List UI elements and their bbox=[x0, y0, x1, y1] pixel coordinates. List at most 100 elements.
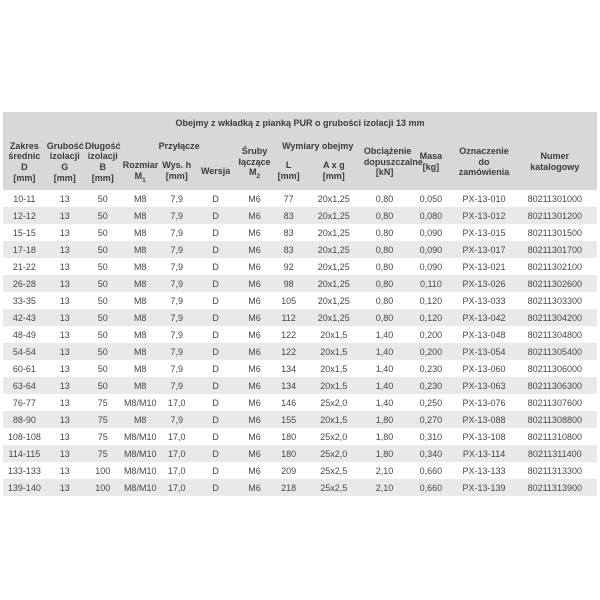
cell-sruby-m2: M6 bbox=[248, 227, 261, 238]
cell-grubosc-izolacji: 13 bbox=[59, 482, 70, 493]
cell-wys-h: 7,9 bbox=[170, 193, 183, 204]
cell-zakres-srednic: 21-22 bbox=[12, 261, 36, 272]
cell-masa: 0,090 bbox=[419, 261, 443, 272]
cell-dlugosc-izolacji: 50 bbox=[97, 329, 108, 340]
cell-oznaczenie: PX-13-042 bbox=[462, 312, 506, 323]
cell-dlugosc-izolacji: 50 bbox=[97, 227, 108, 238]
cell-grubosc-izolacji: 13 bbox=[59, 244, 70, 255]
cell-a-x-g: 20x1,5 bbox=[320, 329, 348, 340]
cell-oznaczenie: PX-13-017 bbox=[462, 244, 506, 255]
cell-wersja: D bbox=[212, 414, 219, 425]
cell-l-mm: 92 bbox=[283, 261, 294, 272]
cell-zakres-srednic: 88-90 bbox=[12, 414, 36, 425]
cell-l-mm: 134 bbox=[281, 363, 297, 374]
cell-oznaczenie: PX-13-015 bbox=[462, 227, 506, 238]
table-row: 48-49 13 50 M8 7,9 D M6 122 20x1,5 1,40 0,200 PX-13… bbox=[3, 326, 597, 343]
cell-wersja: D bbox=[212, 295, 219, 306]
table-row: 63-64 13 50 M8 7,9 D M6 134 20x1,5 1,40 0,230 PX-13… bbox=[3, 377, 597, 394]
cell-rozmiar-m1: M8 bbox=[133, 261, 147, 272]
cell-numer-katalogowy: 80211311400 bbox=[527, 448, 582, 459]
cell-masa: 0,270 bbox=[419, 414, 443, 425]
cell-oznaczenie: PX-13-108 bbox=[462, 431, 506, 442]
cell-rozmiar-m1: M8 bbox=[133, 210, 147, 221]
cell-zakres-srednic: 17-18 bbox=[12, 244, 36, 255]
cell-masa: 0,200 bbox=[419, 346, 443, 357]
col-header-obciazenie: Obciążenie dopuszczalne [kN] bbox=[362, 134, 423, 190]
table-row: 12-12 13 50 M8 7,9 D M6 83 20x1,25 0,80 0,080 PX-13… bbox=[3, 207, 597, 224]
cell-wys-h: 17,0 bbox=[167, 482, 186, 493]
cell-obciazenie: 0,80 bbox=[375, 193, 394, 204]
cell-dlugosc-izolacji: 50 bbox=[97, 278, 108, 289]
cell-dlugosc-izolacji: 50 bbox=[97, 346, 108, 357]
cell-wys-h: 7,9 bbox=[170, 414, 183, 425]
cell-zakres-srednic: 26-28 bbox=[12, 278, 36, 289]
cell-masa: 0,660 bbox=[419, 482, 443, 493]
cell-masa: 0,340 bbox=[419, 448, 443, 459]
cell-dlugosc-izolacji: 100 bbox=[95, 482, 111, 493]
cell-wersja: D bbox=[212, 244, 219, 255]
cell-dlugosc-izolacji: 75 bbox=[97, 431, 108, 442]
cell-oznaczenie: PX-13-054 bbox=[462, 346, 506, 357]
col-header-masa: Masa [kg] bbox=[406, 134, 456, 190]
col-header-rozmiar-m1: Rozmiar M1 bbox=[121, 155, 159, 190]
cell-grubosc-izolacji: 13 bbox=[59, 380, 70, 391]
table-row: 54-54 13 50 M8 7,9 D M6 122 20x1,5 1,40 0,200 PX-13… bbox=[3, 343, 597, 360]
cell-wersja: D bbox=[212, 397, 219, 408]
cell-a-x-g: 20x1,25 bbox=[317, 210, 350, 221]
cell-rozmiar-m1: M8 bbox=[133, 414, 147, 425]
cell-sruby-m2: M6 bbox=[248, 380, 261, 391]
cell-masa: 0,120 bbox=[419, 295, 443, 306]
cell-oznaczenie: PX-13-021 bbox=[462, 261, 506, 272]
cell-rozmiar-m1: M8/M10 bbox=[123, 482, 157, 493]
cell-rozmiar-m1: M8 bbox=[133, 312, 147, 323]
table-row: 42-43 13 50 M8 7,9 D M6 112 20x1,25 0,80 0,120 PX-1… bbox=[3, 309, 597, 326]
cell-dlugosc-izolacji: 50 bbox=[97, 380, 108, 391]
cell-sruby-m2: M6 bbox=[248, 329, 261, 340]
cell-sruby-m2: M6 bbox=[248, 278, 261, 289]
cell-sruby-m2: M6 bbox=[248, 261, 261, 272]
table-row: 33-35 13 50 M8 7,9 D M6 105 20x1,25 0,80 0,120 PX-1… bbox=[3, 292, 597, 309]
cell-masa: 0,120 bbox=[419, 312, 443, 323]
cell-l-mm: 83 bbox=[283, 210, 294, 221]
cell-sruby-m2: M6 bbox=[248, 210, 261, 221]
cell-wys-h: 7,9 bbox=[170, 278, 183, 289]
cell-rozmiar-m1: M8 bbox=[133, 380, 147, 391]
col-header-zakres-srednic: Zakres średnic D [mm] bbox=[3, 134, 46, 190]
cell-obciazenie: 0,80 bbox=[375, 227, 394, 238]
cell-sruby-m2: M6 bbox=[248, 363, 261, 374]
cell-sruby-m2: M6 bbox=[248, 431, 261, 442]
cell-wersja: D bbox=[212, 465, 219, 476]
cell-oznaczenie: PX-13-088 bbox=[462, 414, 506, 425]
cell-grubosc-izolacji: 13 bbox=[59, 397, 70, 408]
cell-numer-katalogowy: 80211306000 bbox=[527, 363, 582, 374]
cell-wersja: D bbox=[212, 448, 219, 459]
cell-l-mm: 146 bbox=[281, 397, 297, 408]
cell-dlugosc-izolacji: 75 bbox=[97, 414, 108, 425]
cell-dlugosc-izolacji: 75 bbox=[97, 448, 108, 459]
table-row: 76-77 13 75 M8/M10 17,0 D M6 146 25x2,0 1,40 0,250… bbox=[3, 394, 597, 411]
table-row: 17-18 13 50 M8 7,9 D M6 83 20x1,25 0,80 0,090 PX-13… bbox=[3, 241, 597, 258]
cell-l-mm: 105 bbox=[281, 295, 297, 306]
cell-numer-katalogowy: 80211305400 bbox=[527, 346, 582, 357]
cell-grubosc-izolacji: 13 bbox=[59, 363, 70, 374]
table-row: 114-115 13 75 M8/M10 17,0 D M6 180 25x2,0 1,80 0,3… bbox=[3, 445, 597, 462]
cell-wys-h: 7,9 bbox=[170, 227, 183, 238]
col-header-oznaczenie: Oznaczenie do zamówienia bbox=[455, 134, 513, 190]
cell-wys-h: 7,9 bbox=[170, 346, 183, 357]
cell-a-x-g: 25x2,5 bbox=[320, 482, 348, 493]
cell-oznaczenie: PX-13-076 bbox=[462, 397, 506, 408]
cell-oznaczenie: PX-13-139 bbox=[462, 482, 506, 493]
cell-wersja: D bbox=[212, 380, 219, 391]
col-header-a-x-g: A x g [mm] bbox=[304, 155, 363, 190]
cell-obciazenie: 2,10 bbox=[375, 482, 394, 493]
cell-a-x-g: 20x1,25 bbox=[317, 193, 350, 204]
cell-grubosc-izolacji: 13 bbox=[59, 261, 70, 272]
table-header: Obejmy z wkładką z pianką PUR o grubości… bbox=[3, 112, 597, 190]
cell-numer-katalogowy: 80211301500 bbox=[527, 227, 582, 238]
cell-dlugosc-izolacji: 100 bbox=[95, 465, 111, 476]
col-header-wys-h: Wys. h [mm] bbox=[158, 155, 195, 190]
cell-zakres-srednic: 108-108 bbox=[7, 431, 41, 442]
cell-a-x-g: 20x1,25 bbox=[317, 244, 350, 255]
cell-numer-katalogowy: 80211304800 bbox=[527, 329, 582, 340]
cell-obciazenie: 0,80 bbox=[375, 312, 394, 323]
